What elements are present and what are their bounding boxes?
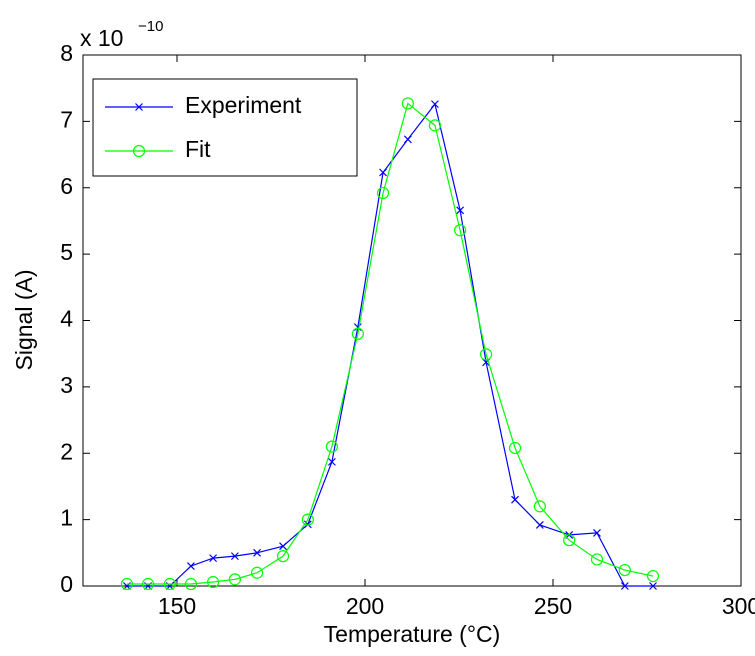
marker <box>351 327 364 340</box>
y-multiplier-exponent: −10 <box>138 18 163 35</box>
marker <box>353 323 362 332</box>
legend-label: Experiment <box>185 92 302 118</box>
marker <box>230 552 239 561</box>
marker <box>428 119 442 132</box>
marker <box>618 563 631 577</box>
y-tick-label: 4 <box>60 306 73 332</box>
marker <box>479 348 493 361</box>
marker <box>303 520 312 529</box>
y-axis-label: Signal (A) <box>11 270 37 371</box>
series-line <box>126 102 654 585</box>
y-multiplier: x 10 <box>80 25 123 51</box>
y-tick-label: 1 <box>60 505 73 531</box>
marker <box>590 553 604 566</box>
marker <box>620 582 629 590</box>
marker <box>120 577 134 591</box>
x-tick-label: 150 <box>158 593 196 619</box>
marker <box>456 206 465 215</box>
marker <box>376 186 390 200</box>
marker <box>253 548 262 557</box>
marker <box>649 582 657 590</box>
marker <box>379 168 387 177</box>
marker <box>401 97 414 110</box>
marker <box>403 135 412 144</box>
y-tick-label: 3 <box>60 372 73 398</box>
marker <box>563 534 576 547</box>
marker <box>206 575 220 589</box>
legend-marker <box>132 144 146 158</box>
x-tick-label: 200 <box>346 593 384 619</box>
x-tick-label: 300 <box>722 593 755 619</box>
marker <box>209 554 218 563</box>
marker <box>593 528 601 537</box>
y-tick-label: 6 <box>60 173 73 199</box>
marker <box>141 577 155 591</box>
legend: Experiment Fit <box>92 78 358 177</box>
marker <box>186 562 195 571</box>
marker <box>327 457 336 466</box>
marker <box>228 573 242 586</box>
y-tick-label: 7 <box>60 106 73 132</box>
x-tick-label: 250 <box>534 593 572 619</box>
marker <box>250 566 264 579</box>
marker <box>533 500 546 513</box>
marker <box>508 441 522 455</box>
marker <box>279 542 287 551</box>
series-line <box>126 102 654 587</box>
marker <box>454 224 467 237</box>
marker <box>325 440 339 453</box>
legend-box <box>92 78 358 177</box>
marker <box>184 577 198 591</box>
x-axis-label: Temperature (°C) <box>324 621 501 647</box>
marker <box>276 550 290 563</box>
y-tick-label: 2 <box>60 438 73 464</box>
marker <box>163 577 176 591</box>
y-tick-label: 8 <box>60 40 73 66</box>
marker <box>301 513 314 526</box>
legend-marker <box>135 103 143 111</box>
marker <box>431 100 439 109</box>
y-tick-label: 0 <box>60 571 73 597</box>
legend-label: Fit <box>185 136 211 162</box>
marker <box>511 495 519 504</box>
marker <box>535 521 544 529</box>
y-tick-label: 5 <box>60 239 73 265</box>
marker <box>646 569 660 583</box>
